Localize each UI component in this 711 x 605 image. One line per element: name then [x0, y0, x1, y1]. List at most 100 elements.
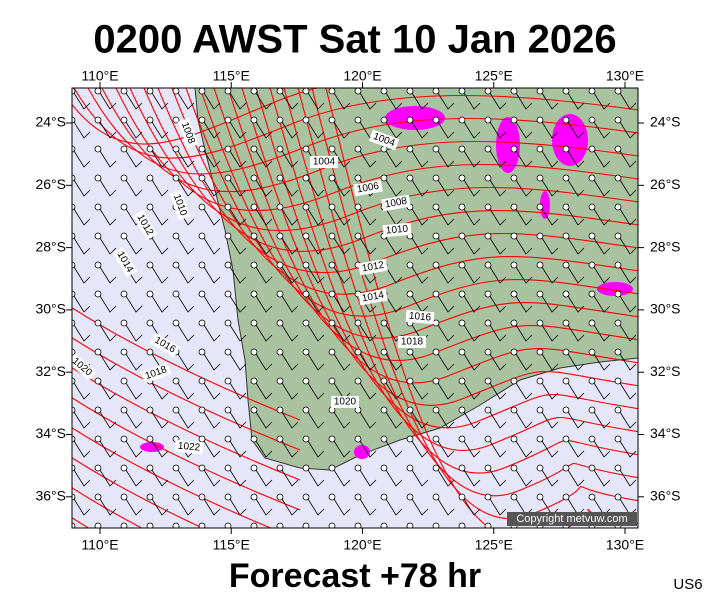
barb	[255, 237, 273, 255]
barb-station	[302, 88, 310, 95]
barb	[333, 208, 351, 226]
barb	[567, 353, 585, 371]
barb-station	[510, 232, 518, 240]
barb	[489, 179, 507, 197]
barb	[99, 208, 117, 226]
barb	[73, 382, 91, 400]
barb-station	[432, 290, 440, 298]
barb	[229, 295, 247, 313]
barb-station	[614, 116, 622, 124]
barb	[281, 179, 299, 197]
barb-station	[458, 464, 466, 472]
axes: 110°E 110°E 115°E 115°E 120°E 120°E 125°E 125°E…	[35, 68, 680, 553]
barb	[281, 411, 299, 429]
barb	[229, 498, 247, 516]
barb	[593, 411, 611, 429]
barb-station	[72, 232, 76, 240]
barb-station	[276, 464, 284, 472]
barb	[411, 498, 429, 516]
barb	[385, 179, 403, 197]
barb-station	[146, 145, 154, 153]
lon-label-top: 110°E	[81, 68, 118, 84]
barb	[593, 179, 611, 197]
barb	[151, 179, 169, 197]
barb-station	[198, 290, 206, 298]
barb-station	[562, 435, 570, 443]
barb	[359, 440, 377, 458]
barb	[203, 121, 221, 139]
barb	[333, 92, 351, 110]
barb-station	[458, 319, 466, 327]
barb	[229, 382, 247, 400]
barb	[515, 324, 533, 342]
lat-label-right: 32°S	[650, 363, 681, 379]
lat-label-right: 36°S	[650, 488, 681, 504]
barb	[463, 179, 481, 197]
barb	[515, 121, 533, 139]
barb	[411, 179, 429, 197]
barb	[411, 150, 429, 168]
barb	[619, 179, 637, 197]
isobar-label-text: 1020	[334, 397, 357, 408]
barb-station	[72, 493, 76, 501]
barb-station	[198, 493, 206, 501]
barb-station	[250, 261, 258, 269]
barb-station	[588, 232, 596, 240]
barb-station	[588, 435, 596, 443]
barb-station	[406, 145, 414, 153]
barb	[229, 353, 247, 371]
barb-station	[380, 88, 388, 95]
barb-station	[224, 464, 232, 472]
isobar	[72, 517, 90, 528]
barb	[125, 382, 143, 400]
barb	[229, 440, 247, 458]
barb-station	[484, 290, 492, 298]
barb-station	[614, 261, 622, 269]
lon-label-bottom: 110°E	[81, 537, 118, 553]
barb-station	[458, 377, 466, 385]
barb	[307, 121, 325, 139]
barb-station	[562, 88, 570, 95]
barb-station	[250, 493, 258, 501]
barb-station	[614, 232, 622, 240]
barb-station	[224, 493, 232, 501]
barb-station	[276, 116, 284, 124]
barb	[203, 208, 221, 226]
barb-station	[432, 406, 440, 414]
barb-station	[588, 464, 596, 472]
barb	[593, 121, 611, 139]
barb-station	[406, 377, 414, 385]
isobar-label-text: 1010	[385, 224, 409, 237]
barb-station	[72, 261, 76, 269]
barb	[255, 353, 273, 371]
isobar-label-text: 1016	[408, 311, 432, 324]
barb-station	[458, 348, 466, 356]
lon-label-top: 130°E	[606, 68, 644, 84]
isobar	[129, 88, 638, 232]
barb-station	[328, 319, 336, 327]
barb	[333, 324, 351, 342]
barb-station	[94, 290, 102, 298]
barb-station	[302, 464, 310, 472]
barb	[619, 208, 637, 226]
barb-station	[458, 203, 466, 211]
barb	[99, 411, 117, 429]
barb	[73, 208, 91, 226]
barb	[515, 469, 533, 487]
barb-station	[94, 464, 102, 472]
barb-station	[302, 145, 310, 153]
barb	[385, 266, 403, 284]
barb	[281, 498, 299, 516]
title: 0200 AWST Sat 10 Jan 2026	[93, 18, 616, 62]
isobar-label-box	[140, 362, 172, 384]
isobar-label-box	[72, 353, 97, 381]
barb	[437, 208, 455, 226]
barb-station	[146, 116, 154, 124]
barb-station	[94, 116, 102, 124]
barb-station	[406, 88, 414, 95]
barb-station	[302, 319, 310, 327]
barb	[73, 324, 91, 342]
barb	[281, 150, 299, 168]
isobar-label: 1012	[358, 258, 388, 276]
barb-station	[354, 319, 362, 327]
